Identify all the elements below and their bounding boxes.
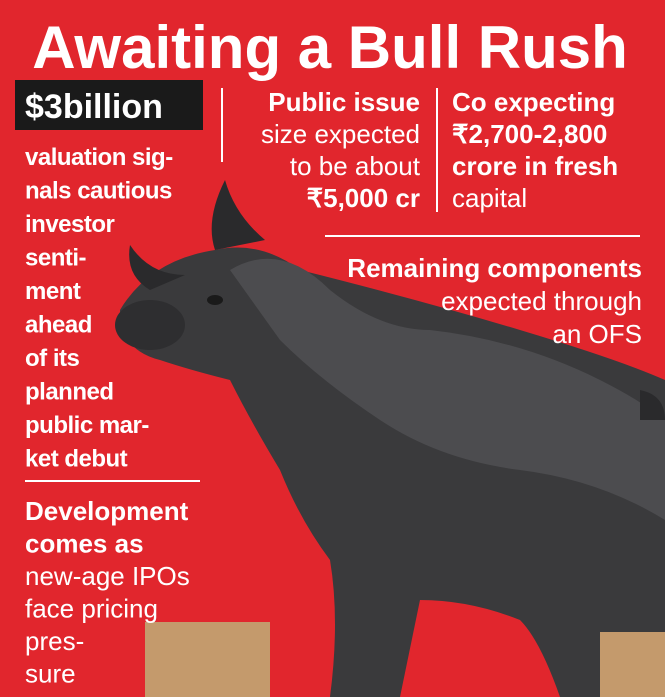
- valuation-line: valuation sig-: [25, 144, 173, 171]
- valuation-line: planned: [25, 379, 114, 406]
- fresh-capital-line: capital: [452, 183, 527, 213]
- ofs-line: expected through: [441, 286, 642, 316]
- development-line: Development: [25, 496, 189, 526]
- public-issue-line: to be about: [290, 151, 421, 181]
- fresh-capital-line: crore in fresh: [452, 151, 618, 181]
- valuation-line: of its: [25, 345, 79, 372]
- public-issue-line: size expected: [261, 119, 420, 149]
- valuation-line: nals cautious: [25, 178, 172, 205]
- ofs-line: an OFS: [552, 319, 642, 349]
- ofs-line: Remaining components: [347, 253, 642, 283]
- fresh-capital-line: Co expecting: [452, 87, 615, 117]
- fresh-capital-line: ₹2,700-2,800: [452, 119, 607, 149]
- valuation-line: ment: [25, 278, 81, 305]
- development-line: sure: [25, 659, 76, 689]
- valuation-line: senti-: [25, 245, 87, 272]
- public-issue-line: ₹5,000 cr: [307, 183, 420, 213]
- valuation-line: public mar-: [25, 412, 149, 439]
- valuation-line: investor: [25, 211, 115, 238]
- development-line: face pricing: [25, 594, 158, 624]
- development-line: pres-: [25, 626, 84, 656]
- development-line: comes as: [25, 529, 144, 559]
- title: Awaiting a Bull Rush: [32, 14, 628, 81]
- highlight: $3billion: [25, 88, 163, 126]
- valuation-line: ket debut: [25, 446, 128, 473]
- public-issue-line: Public issue: [268, 87, 420, 117]
- highlight-box: [15, 80, 203, 130]
- valuation-line: ahead: [25, 312, 92, 339]
- development-line: new-age IPOs: [25, 561, 190, 591]
- bull-illustration: [115, 180, 665, 697]
